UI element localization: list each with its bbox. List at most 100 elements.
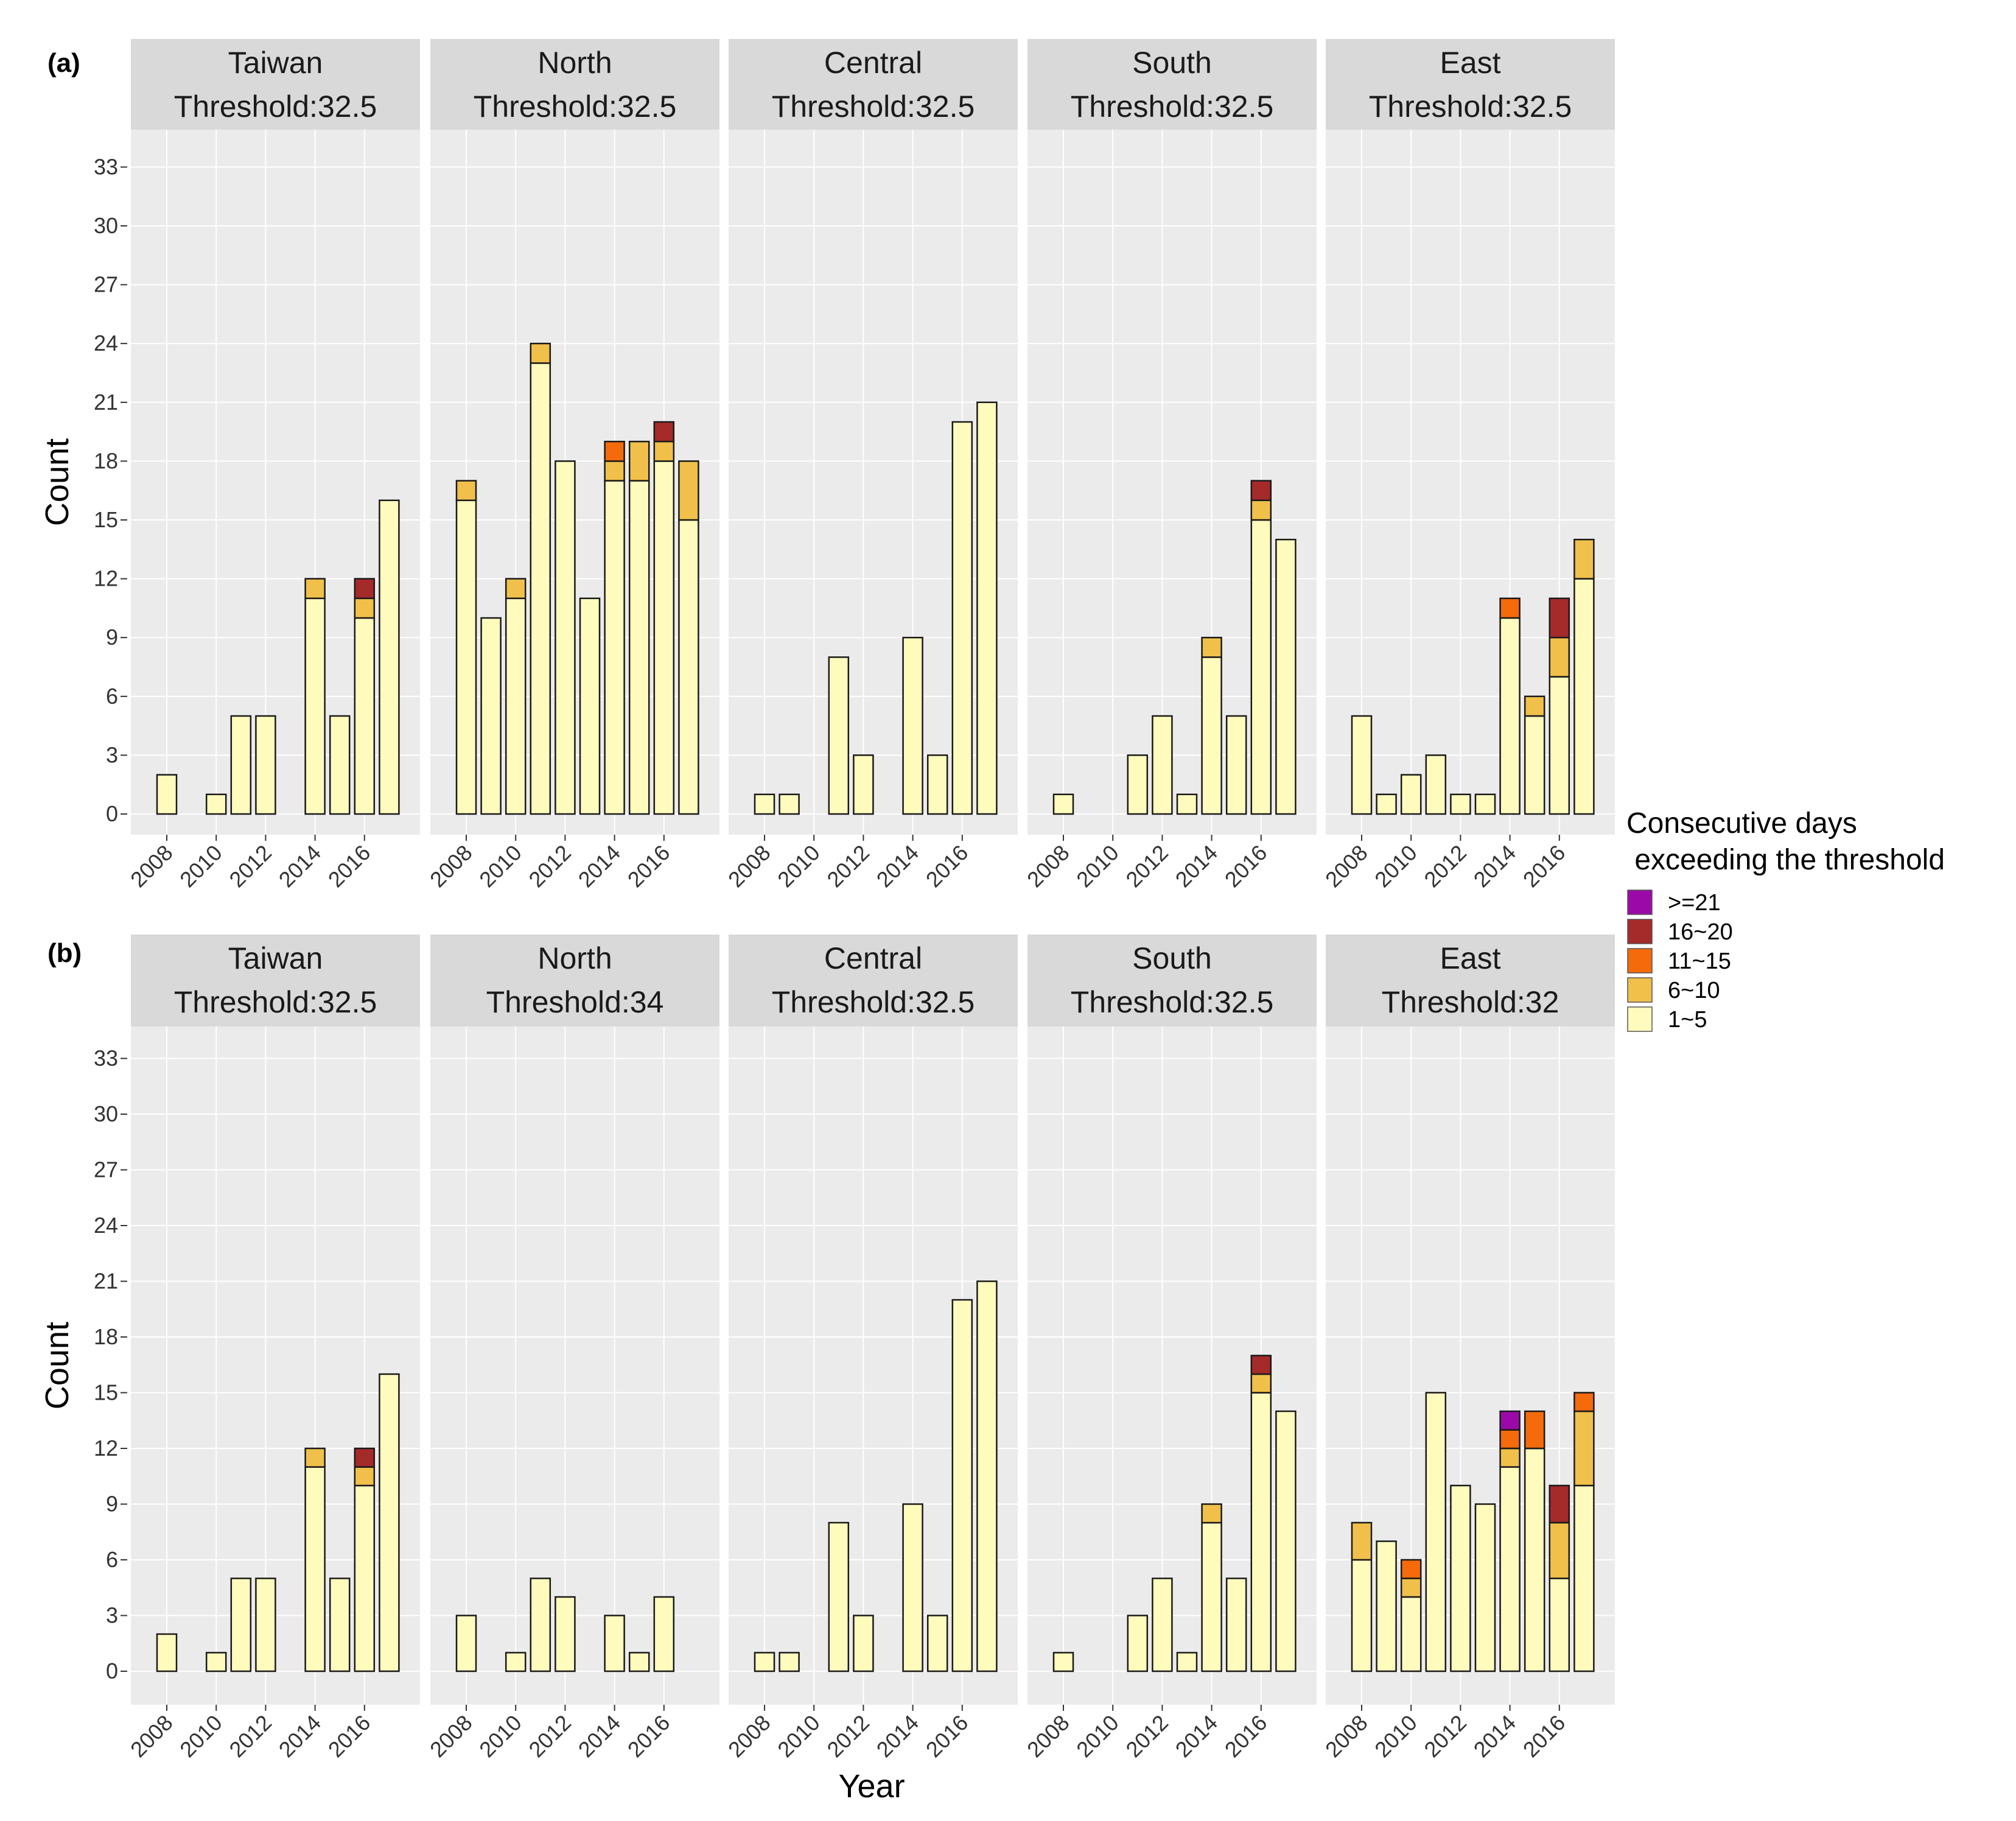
bar-segment xyxy=(1549,1484,1570,1524)
bar-segment xyxy=(853,1615,874,1672)
y-tick-label: 6 xyxy=(106,684,118,709)
x-tick-label: 2010 xyxy=(772,840,825,893)
x-axis-title: Year xyxy=(838,1768,905,1805)
x-tick-label: 2008 xyxy=(425,1710,477,1763)
y-tick-label: 24 xyxy=(94,331,118,356)
x-tick-label: 2008 xyxy=(1022,840,1074,893)
bar-segment xyxy=(1176,793,1198,815)
bar-segment xyxy=(455,499,477,815)
bar-segment xyxy=(505,1652,527,1672)
bar-segment xyxy=(1400,1596,1422,1672)
facet-strip xyxy=(131,935,420,1026)
bar-segment xyxy=(1474,1503,1496,1672)
x-tick-label: 2010 xyxy=(772,1710,825,1763)
bar-segment xyxy=(1549,1521,1570,1579)
facet-region-label: East xyxy=(1440,941,1500,975)
bar-segment xyxy=(1127,1615,1149,1672)
y-tick-label: 12 xyxy=(94,1436,118,1461)
y-tick-label: 27 xyxy=(94,272,118,297)
bar-segment xyxy=(779,793,800,815)
y-tick-label: 30 xyxy=(94,213,118,238)
x-tick-label: 2014 xyxy=(573,840,626,893)
x-tick-label: 2012 xyxy=(224,1710,276,1763)
bar-segment xyxy=(926,754,948,815)
bar-segment xyxy=(1524,715,1545,815)
bar-segment xyxy=(555,1596,576,1672)
legend-label: 1~5 xyxy=(1668,1007,1707,1033)
x-tick-label: 2008 xyxy=(1320,840,1373,893)
facet-threshold-label: Threshold:32.5 xyxy=(174,89,377,124)
bar-segment xyxy=(379,1373,400,1672)
bar-segment xyxy=(1250,1355,1272,1375)
facet-threshold-label: Threshold:32.5 xyxy=(1071,89,1274,124)
y-tick-label: 21 xyxy=(94,1269,118,1294)
bar-segment xyxy=(1275,538,1297,815)
bar-segment xyxy=(653,460,675,815)
y-tick-label: 21 xyxy=(94,390,118,415)
bar-segment xyxy=(1250,1373,1272,1394)
x-tick-label: 2012 xyxy=(1121,840,1173,893)
y-tick-label: 24 xyxy=(94,1213,118,1238)
bar-segment xyxy=(754,1652,775,1672)
y-tick-label: 0 xyxy=(106,801,118,826)
x-tick-label: 2016 xyxy=(1220,1710,1272,1763)
x-tick-label: 2010 xyxy=(175,840,227,893)
bar-segment xyxy=(1351,1521,1373,1561)
facet-threshold-label: Threshold:32.5 xyxy=(772,89,975,124)
bar-segment xyxy=(1351,715,1373,815)
x-tick-label: 2012 xyxy=(822,840,874,893)
x-tick-label: 2008 xyxy=(425,840,477,893)
bar-segment xyxy=(304,1447,326,1468)
x-tick-label: 2012 xyxy=(1419,840,1471,893)
bar-segment xyxy=(902,1503,923,1672)
x-tick-label: 2014 xyxy=(274,840,326,893)
bar-segment xyxy=(976,401,998,815)
facet-region-label: Central xyxy=(824,941,922,975)
x-tick-label: 2016 xyxy=(1220,840,1272,893)
x-tick-label: 2012 xyxy=(523,840,576,893)
y-tick-label: 12 xyxy=(94,566,118,591)
bar-segment xyxy=(1052,793,1074,815)
bar-segment xyxy=(156,774,178,815)
x-tick-label: 2010 xyxy=(474,1710,527,1763)
bar-segment xyxy=(1549,597,1570,639)
facet-region-label: North xyxy=(537,46,612,80)
y-tick-label: 3 xyxy=(106,742,118,767)
bar-segment xyxy=(1425,1392,1447,1672)
facet-strip xyxy=(729,935,1018,1026)
x-tick-label: 2014 xyxy=(872,1710,924,1763)
x-tick-label: 2016 xyxy=(323,1710,376,1763)
faceted-stacked-bar-chart: (a)Count03691215182124273033TaiwanThresh… xyxy=(39,39,1615,1805)
x-tick-label: 2014 xyxy=(573,1710,626,1763)
x-tick-label: 2010 xyxy=(175,1710,227,1763)
bar-segment xyxy=(1225,715,1247,815)
legend-swatch xyxy=(1627,889,1653,915)
bar-segment xyxy=(1351,1559,1373,1672)
bar-segment xyxy=(604,460,625,482)
bar-segment xyxy=(628,480,650,815)
facet-region-label: Central xyxy=(824,46,922,80)
facet-region-label: South xyxy=(1132,46,1212,80)
x-tick-label: 2014 xyxy=(1171,1710,1223,1763)
y-tick-label: 15 xyxy=(94,507,118,532)
bar-segment xyxy=(455,480,477,502)
panel-tag: (b) xyxy=(47,938,82,968)
bar-segment xyxy=(853,754,874,815)
bar-segment xyxy=(1549,676,1570,815)
x-tick-label: 2008 xyxy=(125,1710,178,1763)
bar-segment xyxy=(354,1466,376,1487)
x-tick-label: 2010 xyxy=(1370,1710,1422,1763)
bar-segment xyxy=(604,440,625,462)
panel-central: Central Threshold:32.5 2008201020122014201… xyxy=(723,39,1018,892)
facet-strip xyxy=(729,39,1018,130)
y-tick-label: 6 xyxy=(106,1547,118,1572)
bar-segment xyxy=(1573,1484,1595,1672)
bar-segment xyxy=(379,499,400,815)
bar-segment xyxy=(530,1577,551,1672)
x-tick-label: 2016 xyxy=(921,840,973,893)
bar-segment xyxy=(1201,656,1222,815)
x-tick-label: 2016 xyxy=(1518,840,1570,893)
